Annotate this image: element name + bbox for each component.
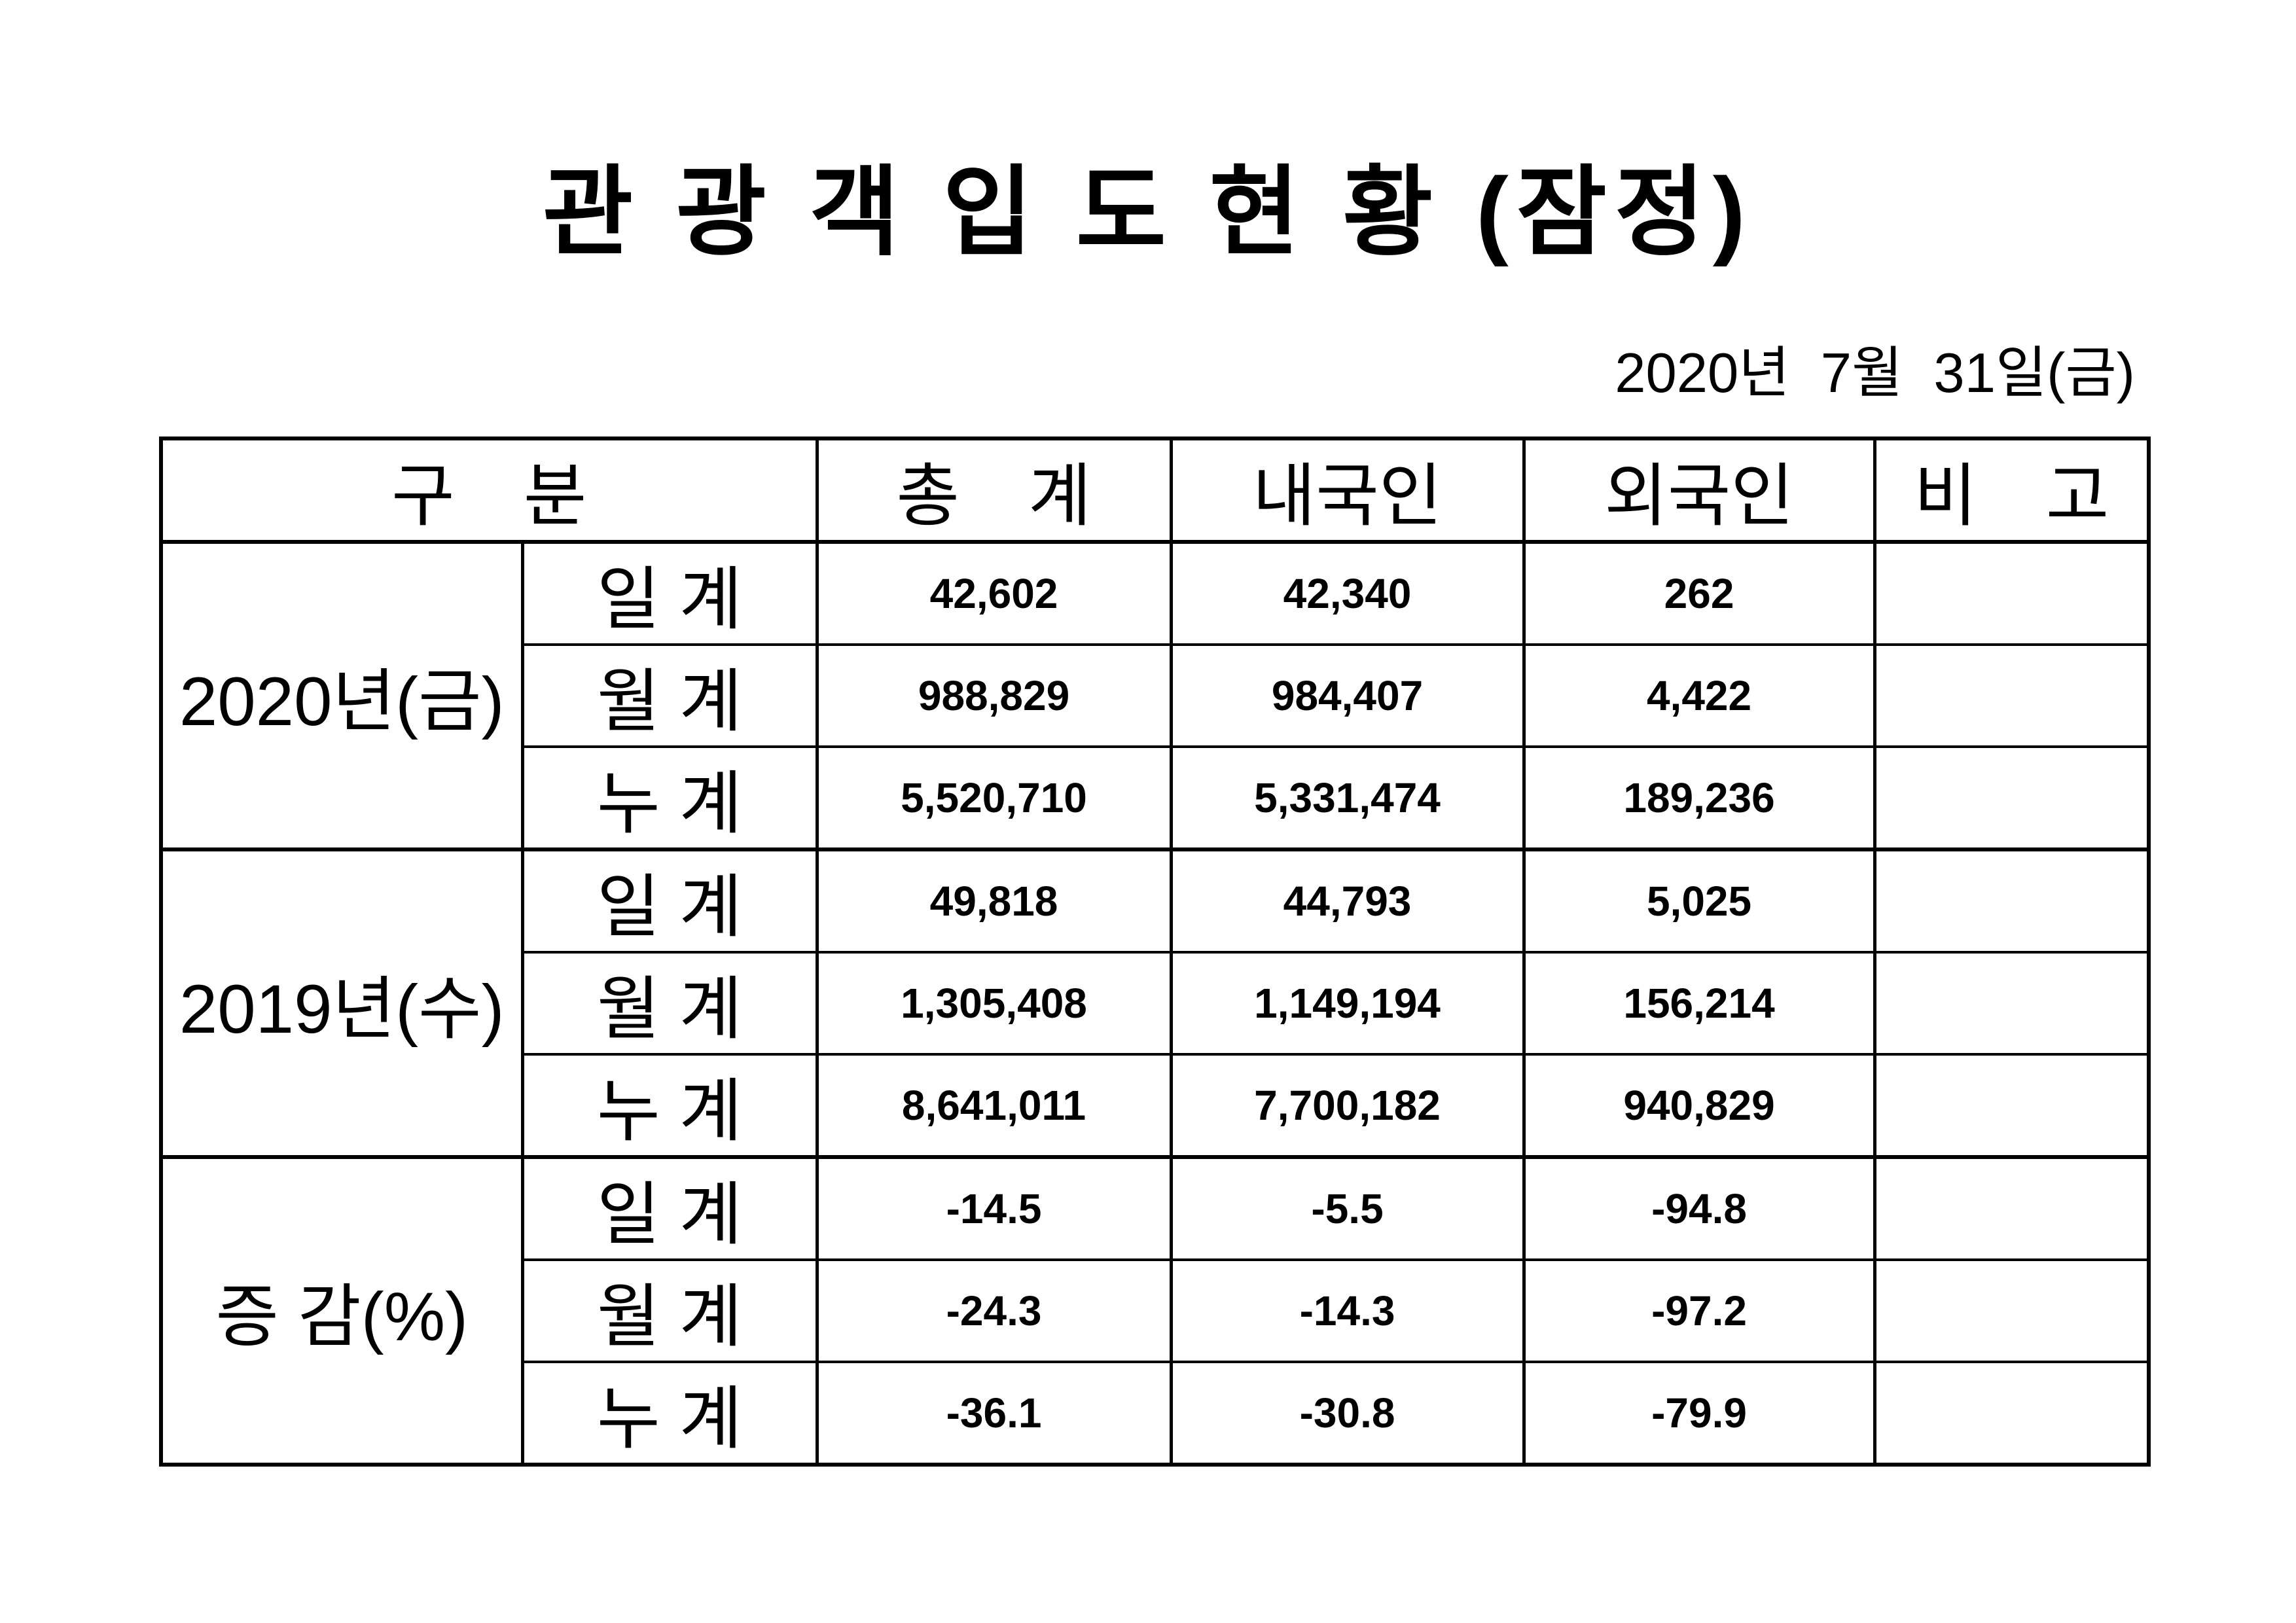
row-label: 월 계 (520, 1258, 819, 1363)
statistics-table: 구 분 총 계 내국인 외국인 비 고 2020년(금) 일 계 42,602 … (159, 437, 2151, 1467)
value-total: 1,305,408 (815, 951, 1173, 1056)
group-label-2019: 2019년(수) (159, 847, 524, 1158)
value-total: 988,829 (815, 643, 1173, 748)
value-domestic: 7,700,182 (1169, 1053, 1526, 1158)
column-header-category: 구 분 (159, 437, 819, 544)
value-foreign: 156,214 (1522, 951, 1876, 1056)
column-header-domestic: 내국인 (1169, 437, 1526, 544)
table-row: 누 계 8,641,011 7,700,182 940,829 (161, 1053, 2151, 1158)
remark-cell (1873, 745, 2151, 851)
value-domestic: 1,149,194 (1169, 951, 1526, 1056)
value-foreign: -97.2 (1522, 1258, 1876, 1363)
value-total: -36.1 (815, 1361, 1173, 1466)
document-title: 관 광 객 입 도 현 황 (잠정) (543, 157, 1753, 267)
value-foreign: 262 (1522, 541, 1876, 646)
value-foreign: 189,236 (1522, 745, 1876, 851)
row-label: 일 계 (520, 541, 819, 646)
table-row: 월 계 -24.3 -14.3 -97.2 (161, 1258, 2151, 1363)
row-label: 월 계 (520, 951, 819, 1056)
value-total: -24.3 (815, 1258, 1173, 1363)
row-label: 월 계 (520, 643, 819, 748)
value-domestic: 42,340 (1169, 541, 1526, 646)
value-domestic: 5,331,474 (1169, 745, 1526, 851)
table-row: 2019년(수) 일 계 49,818 44,793 5,025 (159, 847, 2151, 1158)
remark-cell (1873, 951, 2151, 1056)
value-domestic: -30.8 (1169, 1361, 1526, 1466)
value-foreign: 940,829 (1522, 1053, 1876, 1158)
remark-cell (1873, 847, 2151, 954)
remark-cell (1873, 541, 2151, 646)
value-domestic: -14.3 (1169, 1258, 1526, 1363)
remark-cell (1873, 643, 2151, 748)
table-row: 누 계 5,520,710 5,331,474 189,236 (161, 745, 2151, 851)
value-domestic: 44,793 (1169, 847, 1526, 954)
value-foreign: 5,025 (1522, 847, 1876, 954)
value-total: 5,520,710 (815, 745, 1173, 851)
row-label: 일 계 (520, 1155, 819, 1261)
column-header-foreign: 외국인 (1522, 437, 1876, 544)
report-date: 2020년 7월 31일(금) (1615, 342, 2135, 404)
remark-cell (1873, 1361, 2151, 1466)
remark-cell (1873, 1258, 2151, 1363)
group-label-2020: 2020년(금) (159, 541, 524, 851)
value-total: -14.5 (815, 1155, 1173, 1261)
group-label-change: 증 감(%) (159, 1155, 524, 1466)
column-header-total: 총 계 (815, 437, 1173, 544)
table-row: 2020년(금) 일 계 42,602 42,340 262 (159, 541, 2151, 851)
table-row: 월 계 1,305,408 1,149,194 156,214 (161, 951, 2151, 1056)
value-domestic: -5.5 (1169, 1155, 1526, 1261)
row-label: 누 계 (520, 745, 819, 851)
value-total: 49,818 (815, 847, 1173, 954)
remark-cell (1873, 1053, 2151, 1158)
value-foreign: -79.9 (1522, 1361, 1876, 1466)
value-foreign: 4,422 (1522, 643, 1876, 748)
table-row: 증 감(%) 일 계 -14.5 -5.5 -94.8 (159, 1155, 2151, 1466)
value-domestic: 984,407 (1169, 643, 1526, 748)
value-foreign: -94.8 (1522, 1155, 1876, 1261)
row-label: 누 계 (520, 1053, 819, 1158)
row-label: 일 계 (520, 847, 819, 954)
row-label: 누 계 (520, 1361, 819, 1466)
column-header-remark: 비 고 (1873, 437, 2151, 544)
value-total: 42,602 (815, 541, 1173, 646)
value-total: 8,641,011 (815, 1053, 1173, 1158)
table-row: 누 계 -36.1 -30.8 -79.9 (161, 1361, 2151, 1466)
remark-cell (1873, 1155, 2151, 1261)
header-row: 구 분 총 계 내국인 외국인 비 고 (159, 437, 2151, 544)
table-row: 월 계 988,829 984,407 4,422 (161, 643, 2151, 748)
